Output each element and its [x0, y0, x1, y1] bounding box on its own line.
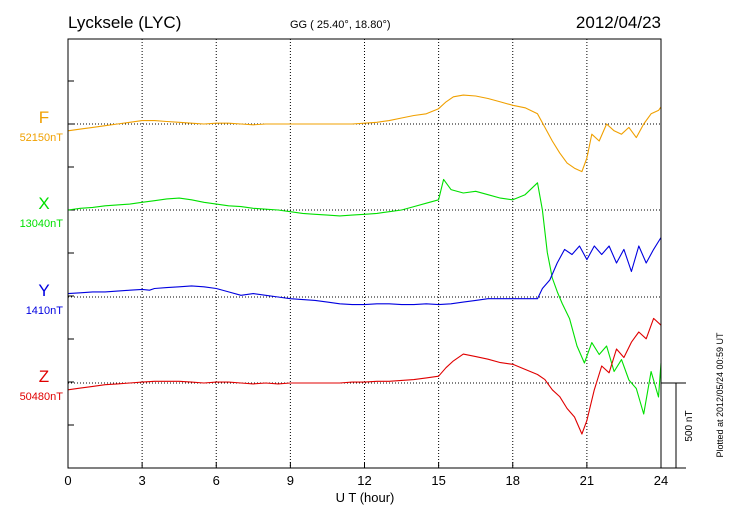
x-tick-label: 18 [506, 473, 520, 488]
x-tick-label: 24 [654, 473, 668, 488]
x-tick-label: 0 [64, 473, 71, 488]
series-name-x: X [38, 194, 49, 213]
x-axis-ticks: 0 3 6 9 12 15 18 21 24 [64, 462, 668, 488]
x-tick-label: 3 [139, 473, 146, 488]
station-title: Lycksele (LYC) [68, 13, 181, 32]
series-line-f [67, 94, 662, 173]
plot-frame [67, 38, 662, 469]
series-line-x [67, 178, 662, 415]
grid-lines [68, 39, 661, 468]
x-tick-label: 6 [213, 473, 220, 488]
x-tick-label: 9 [287, 473, 294, 488]
series-baseline-y: 1410nT [26, 305, 64, 317]
series-name-z: Z [39, 367, 49, 386]
x-axis-title: U T (hour) [336, 490, 395, 505]
series-line-y [67, 237, 662, 306]
series-baseline-z: 50480nT [20, 391, 64, 403]
date-label: 2012/04/23 [576, 13, 661, 32]
scale-bar: 500 nT [661, 382, 695, 469]
x-tick-label: 12 [357, 473, 371, 488]
series-name-f: F [39, 108, 49, 127]
x-tick-label: 15 [431, 473, 445, 488]
series-baseline-x: 13040nT [20, 218, 64, 230]
coordinates-label: GG ( 25.40°, 18.80°) [290, 19, 391, 31]
series-name-y: Y [38, 281, 49, 300]
series-line-z [67, 317, 662, 435]
scale-bar-label: 500 nT [684, 410, 695, 441]
series-baseline-f: 52150nT [20, 132, 64, 144]
series-group [67, 94, 662, 435]
plot-timestamp: Plotted at 2012/05/24 00:59 UT [715, 332, 725, 458]
series-labels: F 52150nT X 13040nT Y 1410nT Z 50480nT [20, 108, 64, 403]
x-tick-label: 21 [580, 473, 594, 488]
